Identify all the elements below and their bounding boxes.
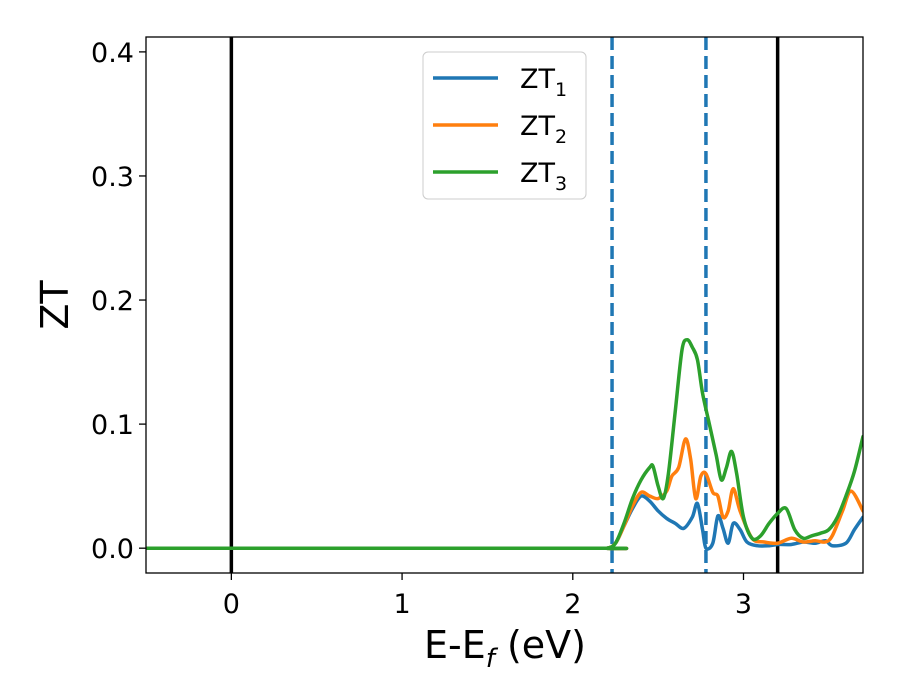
legend-label-1: ZT1: [520, 64, 567, 101]
legend: ZT1 ZT2 ZT3: [422, 51, 587, 200]
legend-label-2: ZT2: [520, 111, 567, 148]
legend-box: [422, 51, 587, 200]
x-axis-ticks: 0 1 2 3: [223, 573, 752, 620]
x-axis-label: E-Ef (eV): [424, 623, 586, 674]
x-tick-label: 1: [393, 589, 410, 620]
series-line-3: [146, 337, 863, 551]
reference-lines: [229, 37, 780, 573]
x-tick-label: 3: [735, 589, 752, 620]
legend-label-3: ZT3: [520, 158, 567, 195]
y-axis-ticks: 0.0 0.1 0.2 0.3 0.4: [91, 38, 146, 565]
y-axis-label: ZT: [33, 280, 77, 330]
x-tick-label: 2: [564, 589, 581, 620]
series-line-2: [146, 437, 863, 551]
y-tick-label: 0.3: [91, 162, 134, 193]
y-tick-label: 0.2: [91, 286, 134, 317]
plot-frame: [145, 36, 864, 574]
y-tick-label: 0.4: [91, 38, 134, 69]
y-tick-label: 0.0: [91, 534, 134, 565]
y-tick-label: 0.1: [91, 410, 134, 441]
series-lines: [146, 337, 863, 551]
x-tick-label: 0: [223, 589, 240, 620]
